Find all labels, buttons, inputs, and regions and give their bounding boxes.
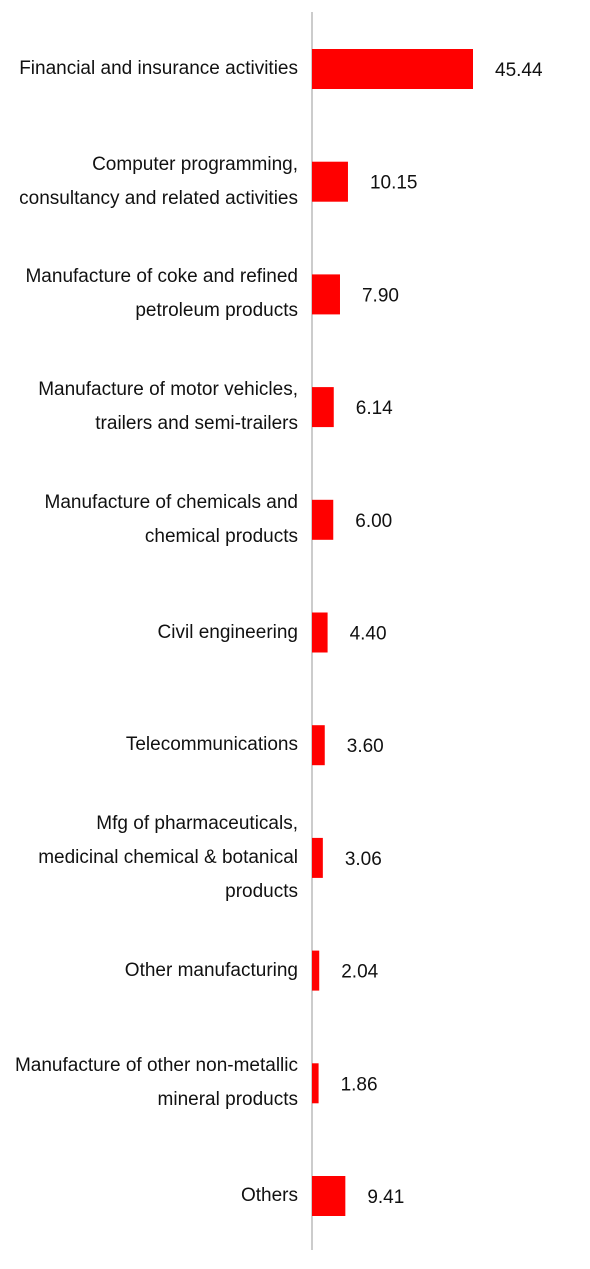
category-label: Manufacture of chemicals and chemical pr…	[44, 491, 298, 547]
bar	[312, 274, 340, 315]
category-label: Mfg of pharmaceuticals, medicinal chemic…	[38, 812, 298, 902]
bar	[312, 837, 323, 878]
value-label: 45.44	[495, 60, 543, 81]
value-label: 2.04	[341, 962, 378, 983]
value-label: 9.41	[367, 1187, 404, 1208]
category-label: Financial and insurance activities	[19, 58, 298, 79]
bar	[312, 387, 334, 428]
bar	[312, 161, 348, 202]
bar	[312, 1176, 346, 1216]
bar	[312, 612, 328, 653]
bar	[312, 950, 320, 991]
bar	[312, 1063, 319, 1104]
bar	[312, 725, 325, 766]
category-label: Manufacture of other non-metallic minera…	[14, 1055, 298, 1111]
category-label: Others	[240, 1185, 298, 1206]
bar	[312, 499, 334, 540]
bar	[312, 49, 473, 89]
category-label: Manufacture of coke and refined petroleu…	[25, 266, 298, 322]
value-label: 7.90	[362, 285, 399, 306]
value-label: 4.40	[350, 624, 387, 645]
value-label: 10.15	[370, 173, 418, 194]
value-label: 1.86	[341, 1074, 378, 1095]
category-label: Manufacture of motor vehicles, trailers …	[38, 379, 298, 435]
category-label: Telecommunications	[125, 734, 298, 756]
category-label: Computer programming, consultancy and re…	[19, 153, 298, 209]
value-label: 3.60	[347, 736, 384, 757]
value-label: 6.00	[355, 511, 392, 532]
category-label: Civil engineering	[157, 621, 298, 643]
value-label: 6.14	[356, 398, 393, 419]
value-label: 3.06	[345, 849, 382, 870]
category-label: Other manufacturing	[124, 959, 298, 981]
